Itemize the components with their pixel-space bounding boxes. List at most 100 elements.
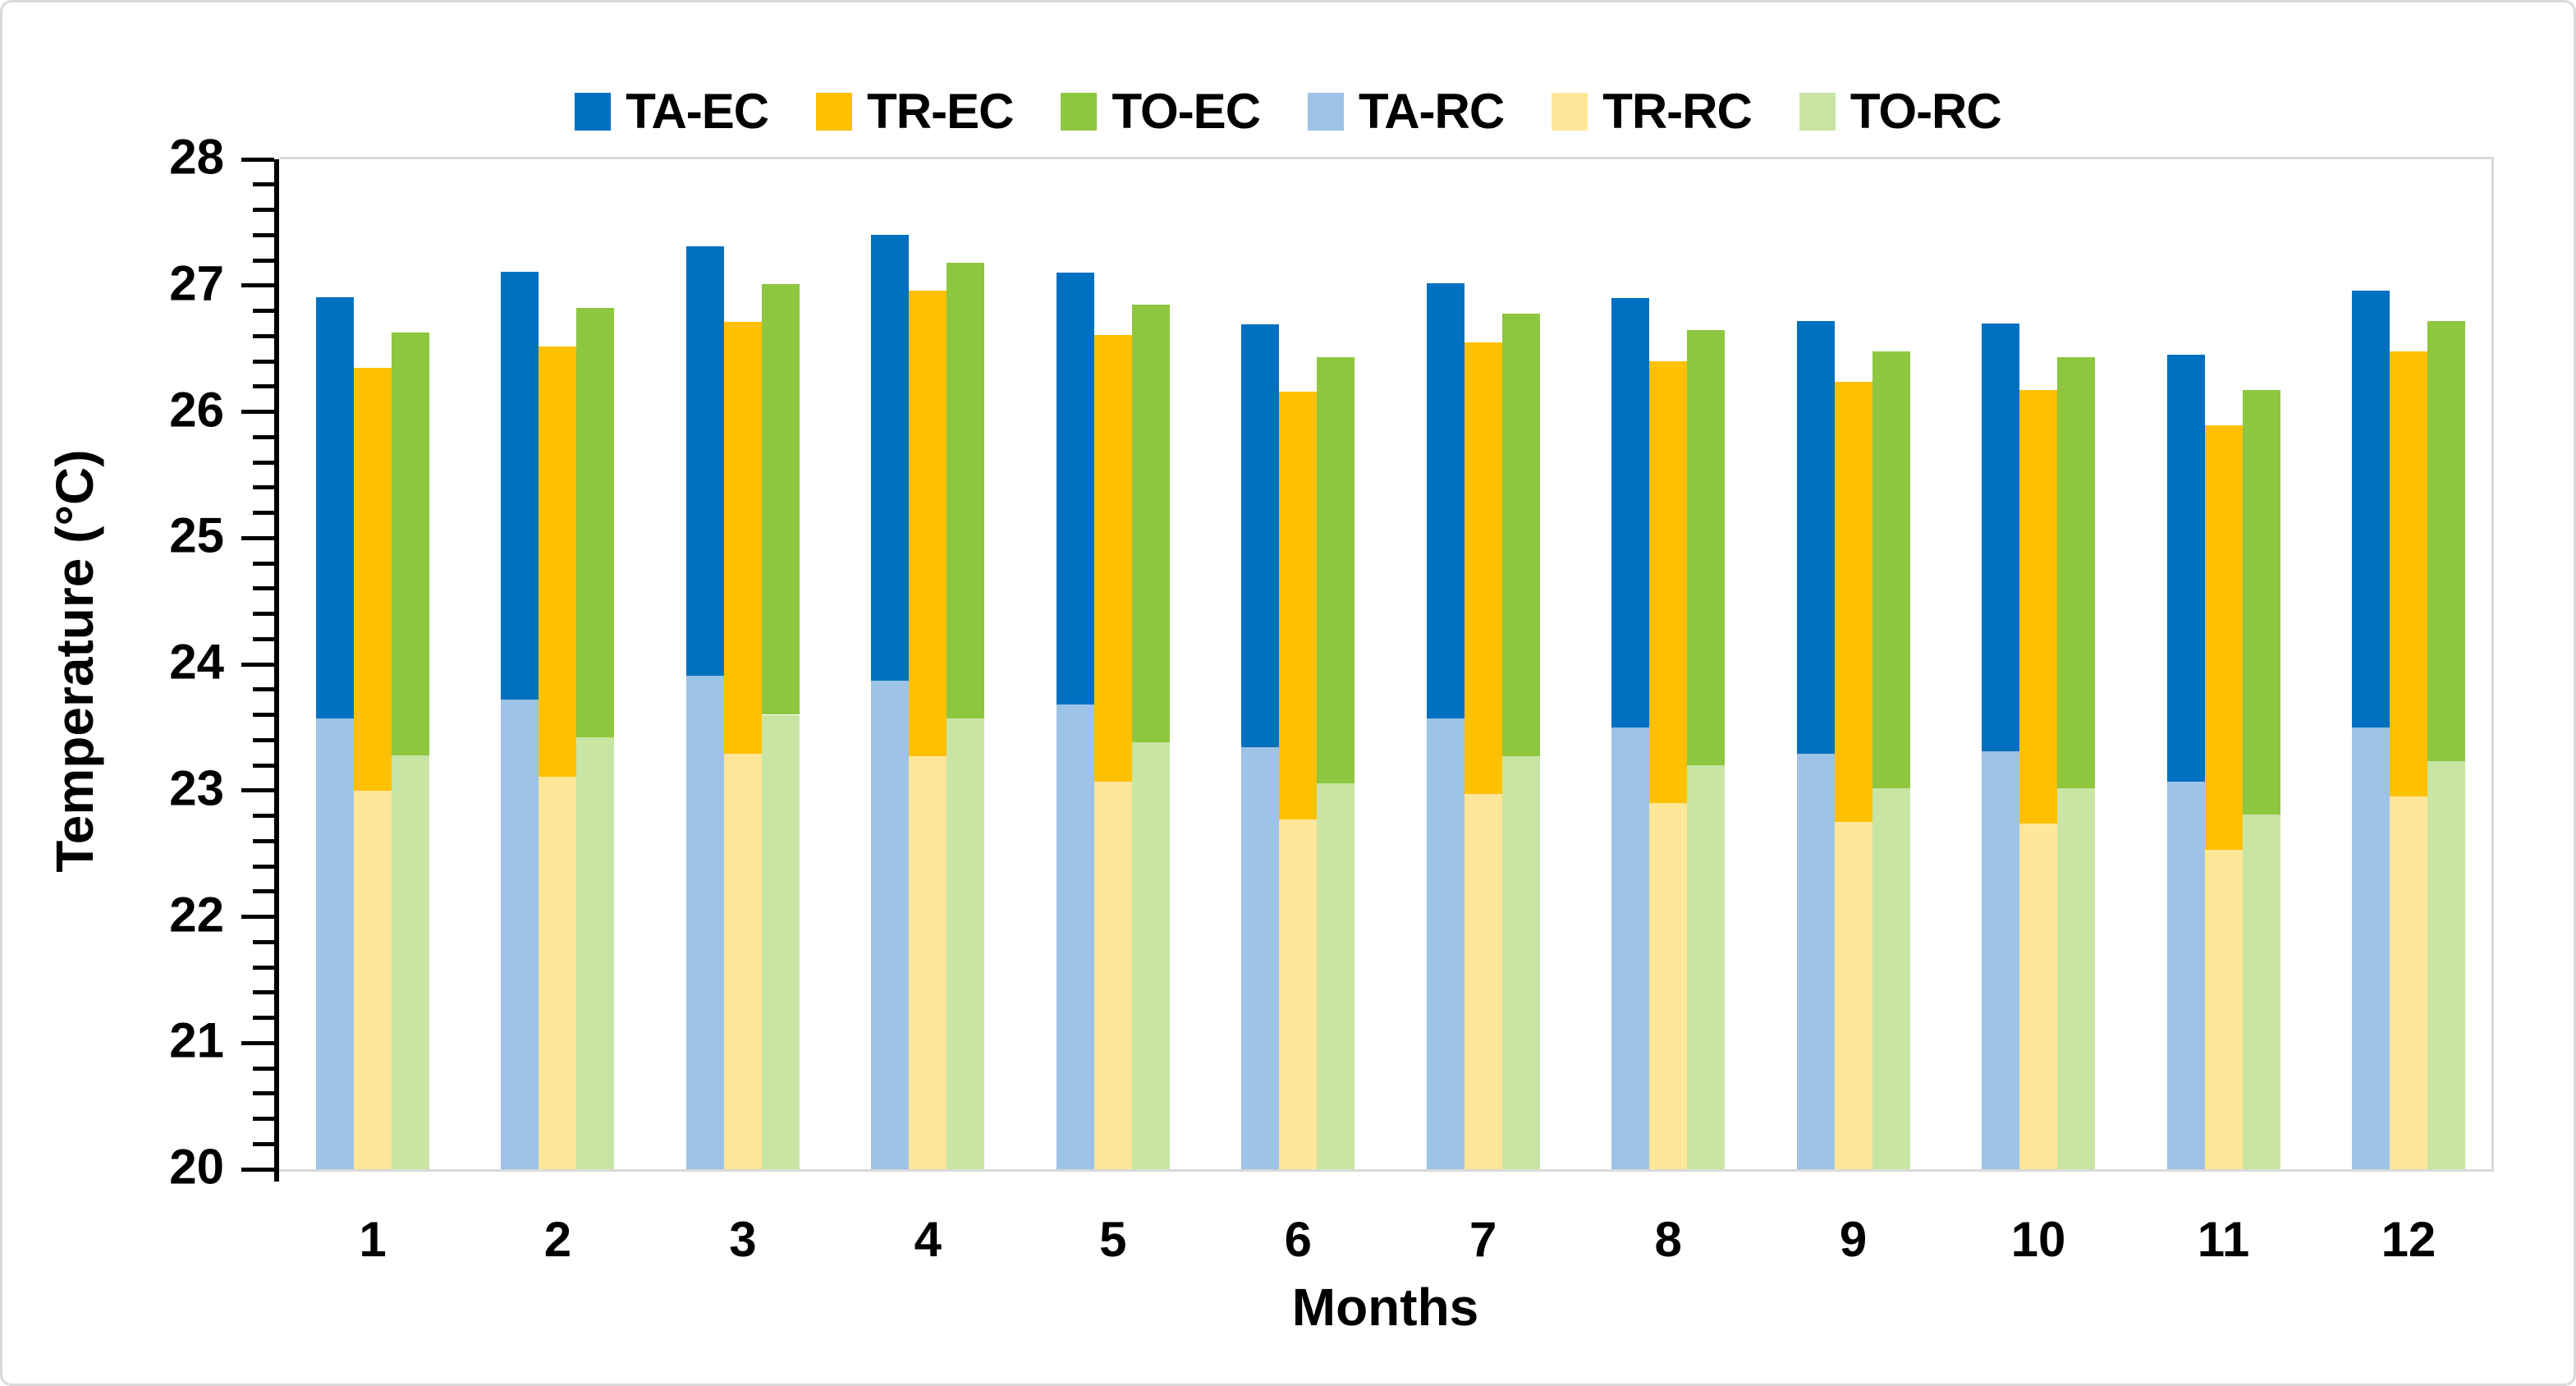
bar-tr-ec-month-2 [539,346,577,777]
plot-area [241,157,2494,1182]
bar-ta-rc-month-11 [2166,781,2205,1169]
bar-tr-ec-month-10 [2019,390,2058,824]
bar-ta-ec-month-9 [1796,320,1835,755]
legend-label: TA-RC [1359,84,1505,139]
y-major-tick [241,283,274,288]
bar-ta-rc-month-12 [2351,727,2390,1169]
bar-tr-ec-month-12 [2389,351,2427,797]
legend-item-ta-rc: TA-RC [1308,83,1505,140]
bar-ta-ec-month-6 [1241,324,1280,748]
y-minor-tick [253,309,274,313]
bar-ta-ec-month-11 [2166,355,2205,782]
y-minor-tick [253,1066,274,1071]
y-minor-tick [253,965,274,970]
bar-to-ec-month-2 [576,308,615,738]
legend-label: TR-RC [1602,84,1753,139]
bar-ta-ec-month-12 [2351,290,2390,727]
bar-tr-ec-month-5 [1093,334,1132,782]
y-minor-tick [253,687,274,692]
y-minor-tick [253,460,274,465]
chart-legend: TA-EC TR-EC TO-EC TA-RC TR-RC TO-RC [2,83,2574,140]
bar-to-ec-month-1 [392,332,429,755]
legend-label: TO-EC [1112,84,1261,139]
bar-ta-ec-month-5 [1056,273,1094,705]
bar-ta-rc-month-7 [1426,718,1464,1169]
legend-swatch-icon [1799,92,1836,131]
bar-ta-rc-month-10 [1982,751,2020,1169]
bar-ta-rc-month-2 [501,700,539,1169]
bar-tr-rc-month-10 [2019,823,2058,1169]
bar-to-rc-month-8 [1687,765,1726,1169]
legend-label: TA-EC [626,84,769,139]
y-minor-tick [253,586,274,591]
legend-label: TR-EC [867,84,1014,139]
y-tick-label: 24 [169,634,224,690]
y-major-tick [241,157,274,162]
y-major-tick [241,410,274,414]
y-minor-tick [253,939,274,944]
legend-swatch-icon [1308,92,1345,131]
y-tick-label: 21 [169,1012,224,1068]
x-axis-title: Months [1291,1278,1479,1337]
bar-tr-ec-month-3 [723,322,762,755]
x-tick-label-month-4: 4 [914,1212,942,1267]
bar-to-ec-month-6 [1317,357,1355,783]
bar-to-ec-month-12 [2427,320,2465,762]
y-axis-line [274,159,279,1182]
x-tick-label-month-12: 12 [2381,1212,2436,1267]
legend-item-ta-ec: TA-EC [575,83,769,140]
bar-to-rc-month-12 [2427,761,2465,1169]
y-minor-tick [253,333,274,338]
x-tick-label-month-6: 6 [1284,1212,1312,1267]
y-minor-tick [253,561,274,566]
y-minor-tick [253,814,274,818]
bar-to-rc-month-6 [1317,782,1355,1169]
bar-ta-rc-month-6 [1241,747,1280,1169]
legend-swatch-icon [1552,92,1588,131]
y-minor-tick [253,1141,274,1146]
y-major-tick [241,915,274,919]
y-minor-tick [253,359,274,364]
y-tick-label: 23 [169,760,224,816]
bar-tr-rc-month-2 [539,776,577,1169]
y-tick-label: 25 [169,507,224,563]
bar-ta-rc-month-4 [871,680,910,1169]
y-minor-tick [253,838,274,843]
y-minor-tick [253,485,274,490]
bar-tr-rc-month-6 [1279,819,1318,1169]
bar-ta-ec-month-4 [871,235,910,681]
bar-to-ec-month-7 [1501,313,1540,757]
bar-ta-ec-month-3 [685,246,724,676]
x-tick-label-month-5: 5 [1099,1212,1127,1267]
bar-to-ec-month-9 [1872,351,1910,788]
bar-tr-rc-month-1 [354,790,392,1169]
x-tick-label-month-9: 9 [1839,1212,1868,1267]
x-tick-label-month-8: 8 [1654,1212,1682,1267]
bar-ta-rc-month-9 [1796,754,1835,1169]
y-tick-label: 20 [169,1139,224,1195]
y-minor-tick [253,511,274,515]
x-tick-label-month-1: 1 [359,1212,387,1267]
bar-tr-ec-month-11 [2204,425,2243,850]
bar-tr-ec-month-1 [354,367,392,791]
bar-tr-rc-month-7 [1464,794,1502,1169]
bar-ta-ec-month-8 [1611,298,1650,727]
legend-label: TO-RC [1849,84,2002,139]
legend-item-tr-ec: TR-EC [816,83,1014,140]
y-minor-tick [253,232,274,237]
y-minor-tick [253,1091,274,1096]
y-minor-tick [253,258,274,263]
y-minor-tick [253,1117,274,1121]
bar-to-ec-month-8 [1687,329,1726,765]
bar-ta-ec-month-10 [1982,323,2020,752]
bar-to-ec-month-10 [2057,357,2096,788]
bar-ta-ec-month-7 [1426,282,1464,719]
bar-tr-ec-month-4 [909,290,947,757]
y-tick-label: 26 [169,382,224,437]
y-minor-tick [253,636,274,641]
y-axis-title: Temperature (°C) [45,449,104,873]
y-major-tick [241,1167,274,1172]
legend-item-tr-rc: TR-RC [1552,83,1753,140]
bar-tr-ec-month-8 [1649,361,1688,804]
